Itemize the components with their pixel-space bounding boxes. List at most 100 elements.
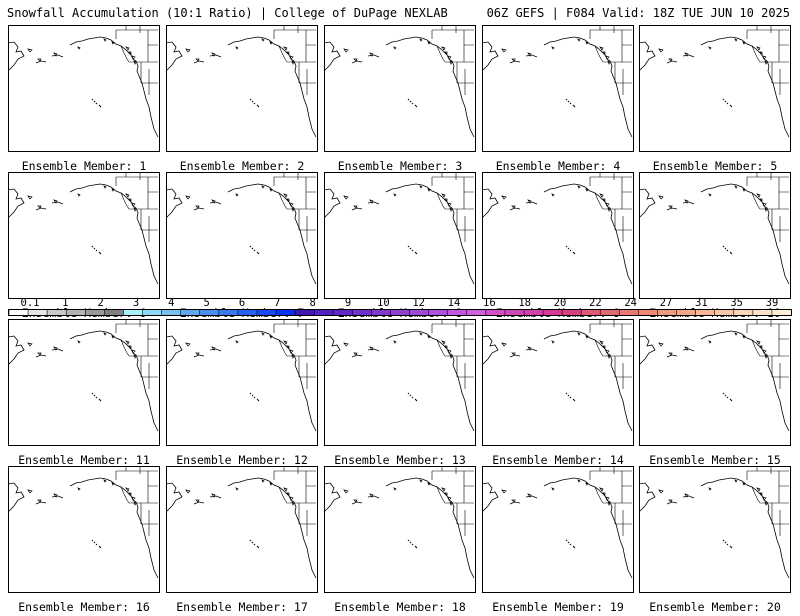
ensemble-member-panel: Ensemble Member: 15 [639, 319, 791, 469]
member-map [639, 25, 791, 152]
member-label: Ensemble Member: 17 [176, 600, 308, 614]
member-map [166, 466, 318, 593]
member-label: Ensemble Member: 19 [492, 600, 624, 614]
colorbar-labels: 0.1 1 2 3 4 5 6 7 8 9 10 12 14 16 18 20 22 24 27 31 35 39 [8, 297, 792, 309]
islands [501, 185, 611, 212]
colorbar-swatch [409, 310, 430, 315]
political-borders [431, 25, 474, 95]
member-label: Ensemble Member: 15 [649, 453, 781, 467]
political-borders [746, 172, 789, 242]
political-borders [589, 466, 632, 536]
member-map [639, 319, 791, 446]
colorbar-label: 8 [309, 297, 316, 309]
hawaii-islands [249, 539, 260, 549]
colorbar-label: 7 [274, 297, 281, 309]
coastline [166, 183, 317, 285]
coastline [8, 36, 159, 138]
colorbar-label: 0.1 [20, 297, 40, 309]
colorbar-swatch [47, 310, 67, 315]
islands [185, 38, 295, 65]
map-title: Snowfall Accumulation (10:1 Ratio) | Col… [7, 6, 448, 20]
colorbar-swatch [676, 310, 697, 315]
ensemble-member-panel: Ensemble Member: 13 [324, 319, 476, 469]
political-borders [115, 25, 158, 95]
member-label: Ensemble Member: 4 [495, 159, 621, 173]
ensemble-member-panel: Ensemble Member: 6 [8, 172, 160, 322]
colorbar-label: 12 [412, 297, 425, 309]
colorbar-swatch [352, 310, 372, 315]
colorbar-label: 2 [97, 297, 104, 309]
coastline [324, 477, 475, 579]
islands [343, 479, 453, 506]
hawaii-islands [565, 539, 576, 549]
colorbar-strip [8, 309, 792, 316]
colorbar-swatch [581, 310, 601, 315]
ensemble-member-panel: Ensemble Member: 14 [482, 319, 634, 469]
political-borders [115, 172, 158, 242]
hawaii-islands [722, 245, 733, 255]
colorbar-label: 20 [553, 297, 567, 309]
colorbar-label: 35 [730, 297, 743, 309]
member-map [166, 172, 318, 299]
ensemble-member-panel: Ensemble Member: 2 [166, 25, 318, 175]
political-borders [273, 25, 316, 95]
coastline [166, 330, 317, 432]
political-borders [431, 466, 474, 536]
hawaii-islands [407, 539, 418, 549]
colorbar-swatch [85, 310, 105, 315]
colorbar-swatch [771, 310, 791, 315]
coastline [8, 477, 159, 579]
colorbar-swatch [523, 310, 544, 315]
colorbar-swatch [562, 310, 582, 315]
coastline [166, 36, 317, 138]
political-borders [746, 25, 789, 95]
coastline [639, 36, 790, 138]
ensemble-member-panel: Ensemble Member: 4 [482, 25, 634, 175]
coastline [482, 330, 633, 432]
colorbar-swatch [714, 310, 735, 315]
colorbar-swatch [447, 310, 468, 315]
colorbar-label: 10 [377, 297, 390, 309]
header: Snowfall Accumulation (10:1 Ratio) | Col… [0, 0, 800, 24]
colorbar-swatch [733, 310, 754, 315]
member-map [324, 172, 476, 299]
islands [27, 332, 137, 359]
colorbar-swatch [485, 310, 506, 315]
colorbar-label: 24 [624, 297, 637, 309]
colorbar-label: 3 [132, 297, 140, 309]
colorbar-label: 27 [659, 297, 673, 309]
member-label: Ensemble Member: 13 [334, 453, 466, 467]
colorbar-swatch [142, 310, 162, 315]
political-borders [273, 466, 316, 536]
colorbar-label: 6 [238, 297, 246, 309]
islands [185, 479, 295, 506]
islands [658, 185, 768, 212]
islands [658, 38, 768, 65]
political-borders [431, 319, 474, 389]
islands [343, 38, 453, 65]
run-valid-time: 06Z GEFS | F084 Valid: 18Z TUE JUN 10 20… [486, 6, 790, 20]
ensemble-member-panel: Ensemble Member: 8 [324, 172, 476, 322]
political-borders [746, 319, 789, 389]
member-map [166, 319, 318, 446]
coastline [482, 36, 633, 138]
hawaii-islands [565, 245, 576, 255]
member-map [8, 172, 160, 299]
hawaii-islands [722, 392, 733, 402]
ensemble-member-panel: Ensemble Member: 10 [639, 172, 791, 322]
member-label: Ensemble Member: 2 [179, 159, 305, 173]
colorbar-label: 16 [483, 297, 496, 309]
ensemble-member-panel: Ensemble Member: 20 [639, 466, 791, 616]
hawaii-islands [249, 245, 260, 255]
colorbar-swatch [333, 310, 353, 315]
member-label: Ensemble Member: 16 [18, 600, 150, 614]
islands [501, 38, 611, 65]
member-map [482, 25, 634, 152]
hawaii-islands [565, 98, 576, 108]
ensemble-member-panel: Ensemble Member: 12 [166, 319, 318, 469]
colorbar-swatch [9, 310, 29, 315]
islands [501, 332, 611, 359]
islands [27, 38, 137, 65]
coastline [324, 183, 475, 285]
islands [185, 332, 295, 359]
